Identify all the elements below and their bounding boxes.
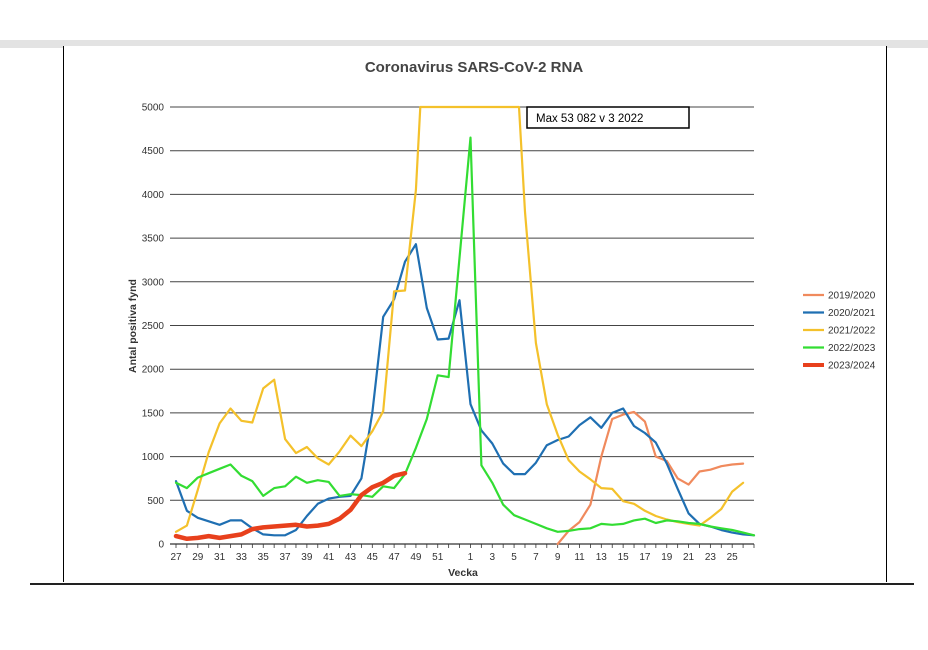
x-axis-label: Vecka [448, 567, 478, 579]
x-tick-label: 49 [410, 552, 422, 563]
x-tick-label: 51 [432, 552, 444, 563]
x-tick-label: 37 [279, 552, 291, 563]
legend: 2019/2020 2020/2021 2021/2022 2022/2023 2023… [803, 291, 876, 372]
x-tick-label: 43 [345, 552, 357, 563]
x-tick-label: 1 [468, 552, 474, 563]
legend-label: 2021/2022 [828, 326, 876, 337]
x-tick-label: 21 [683, 552, 695, 563]
x-tick-label: 41 [323, 552, 335, 563]
series-line-2022-2023 [174, 136, 756, 537]
grid-lines [170, 106, 754, 545]
x-tick-label: 11 [574, 552, 585, 563]
y-tick-label: 4500 [142, 146, 165, 157]
top-bar [0, 40, 928, 48]
legend-label: 2023/2024 [828, 361, 876, 372]
x-tick-label: 15 [618, 552, 630, 563]
series-line-2023-2024 [173, 470, 408, 542]
x-tick-label: 29 [192, 552, 204, 563]
series-line-2019-2020 [556, 410, 745, 546]
x-tick-label: 13 [596, 552, 608, 563]
y-tick-label: 2000 [142, 365, 165, 376]
x-tick-label: 39 [301, 552, 313, 563]
legend-label: 2019/2020 [828, 291, 876, 302]
x-tick-label: 3 [489, 552, 495, 563]
x-tick-label: 17 [639, 552, 651, 563]
y-axis-ticks: 0 500 1000 1500 2000 2500 3000 3500 4000 4500 5000 [142, 103, 165, 551]
x-tick-label: 25 [727, 552, 739, 563]
y-axis-label: Antal positiva fynd [127, 279, 139, 373]
x-tick-label: 31 [214, 552, 226, 563]
y-tick-label: 2500 [142, 321, 165, 332]
y-tick-label: 3500 [142, 234, 165, 245]
y-tick-label: 3000 [142, 277, 165, 288]
x-axis-ticks: 27 29 31 33 35 37 39 41 43 45 47 49 51 1 3 5 7 9 11 13 15 17 1… [170, 544, 755, 563]
x-tick-label: 47 [389, 552, 401, 563]
series-line-2020-2021 [174, 243, 756, 537]
y-tick-label: 1500 [142, 408, 165, 419]
annotation-text: Max 53 082 v 3 2022 [536, 113, 643, 125]
y-tick-label: 1000 [142, 452, 165, 463]
x-tick-label: 5 [511, 552, 517, 563]
x-tick-label: 35 [258, 552, 270, 563]
x-tick-label: 27 [170, 552, 182, 563]
y-tick-label: 0 [158, 540, 164, 551]
bottom-divider [30, 583, 914, 585]
x-tick-label: 19 [661, 552, 673, 563]
legend-label: 2022/2023 [828, 343, 876, 354]
chart-title: Coronavirus SARS-CoV-2 RNA [365, 59, 584, 76]
y-tick-label: 4000 [142, 190, 165, 201]
max-annotation: Max 53 082 v 3 2022 [526, 106, 690, 129]
series-line-2021-2022 [174, 105, 745, 533]
x-tick-label: 45 [367, 552, 379, 563]
series-lines [173, 105, 756, 546]
y-tick-label: 5000 [142, 103, 165, 114]
y-tick-label: 500 [147, 496, 164, 507]
annotation-box [526, 106, 690, 129]
x-tick-label: 9 [555, 552, 561, 563]
x-tick-label: 33 [236, 552, 248, 563]
chart-frame [63, 46, 887, 582]
legend-label: 2020/2021 [828, 308, 876, 319]
x-tick-label: 23 [705, 552, 717, 563]
x-tick-label: 7 [533, 552, 539, 563]
